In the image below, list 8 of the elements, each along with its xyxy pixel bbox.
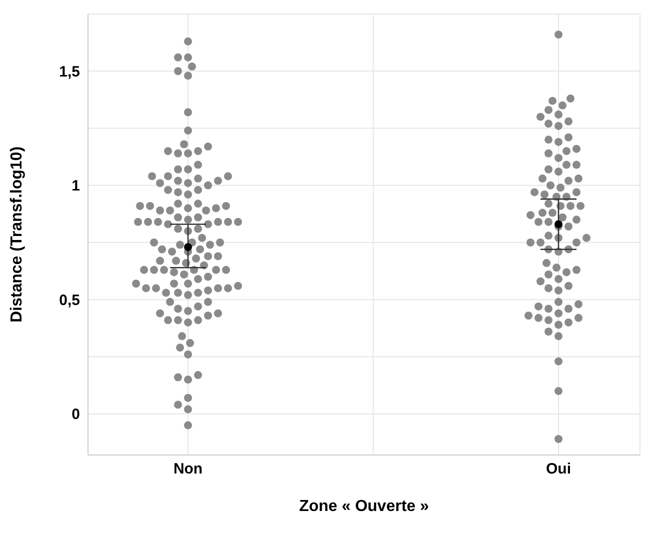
y-tick-label: 1,5 bbox=[59, 63, 80, 80]
y-tick-label: 1 bbox=[72, 178, 80, 195]
y-tick-label: 0,5 bbox=[59, 292, 80, 309]
y-axis-title: Distance (Transf.log10) bbox=[8, 146, 26, 323]
y-tick-label: 0 bbox=[72, 406, 80, 424]
x-tick-label: Oui bbox=[546, 460, 571, 478]
x-axis-title: Zone « Ouverte » bbox=[299, 498, 430, 515]
x-tick-label: Non bbox=[173, 460, 203, 478]
